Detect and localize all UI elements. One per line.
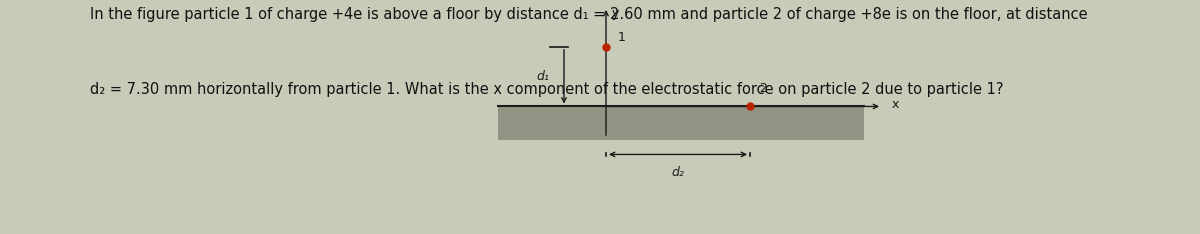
Text: In the figure particle 1 of charge +4e is above a floor by distance d₁ = 2.60 mm: In the figure particle 1 of charge +4e i… <box>90 7 1087 22</box>
Text: y: y <box>612 7 619 20</box>
Text: d₂ = 7.30 mm horizontally from particle 1. What is the x component of the electr: d₂ = 7.30 mm horizontally from particle … <box>90 82 1003 97</box>
Text: d₁: d₁ <box>536 70 550 83</box>
Text: x: x <box>892 98 899 111</box>
Text: 1: 1 <box>618 31 626 44</box>
Text: d₂: d₂ <box>672 166 684 179</box>
Text: 2: 2 <box>760 82 768 95</box>
Bar <box>498 106 864 140</box>
